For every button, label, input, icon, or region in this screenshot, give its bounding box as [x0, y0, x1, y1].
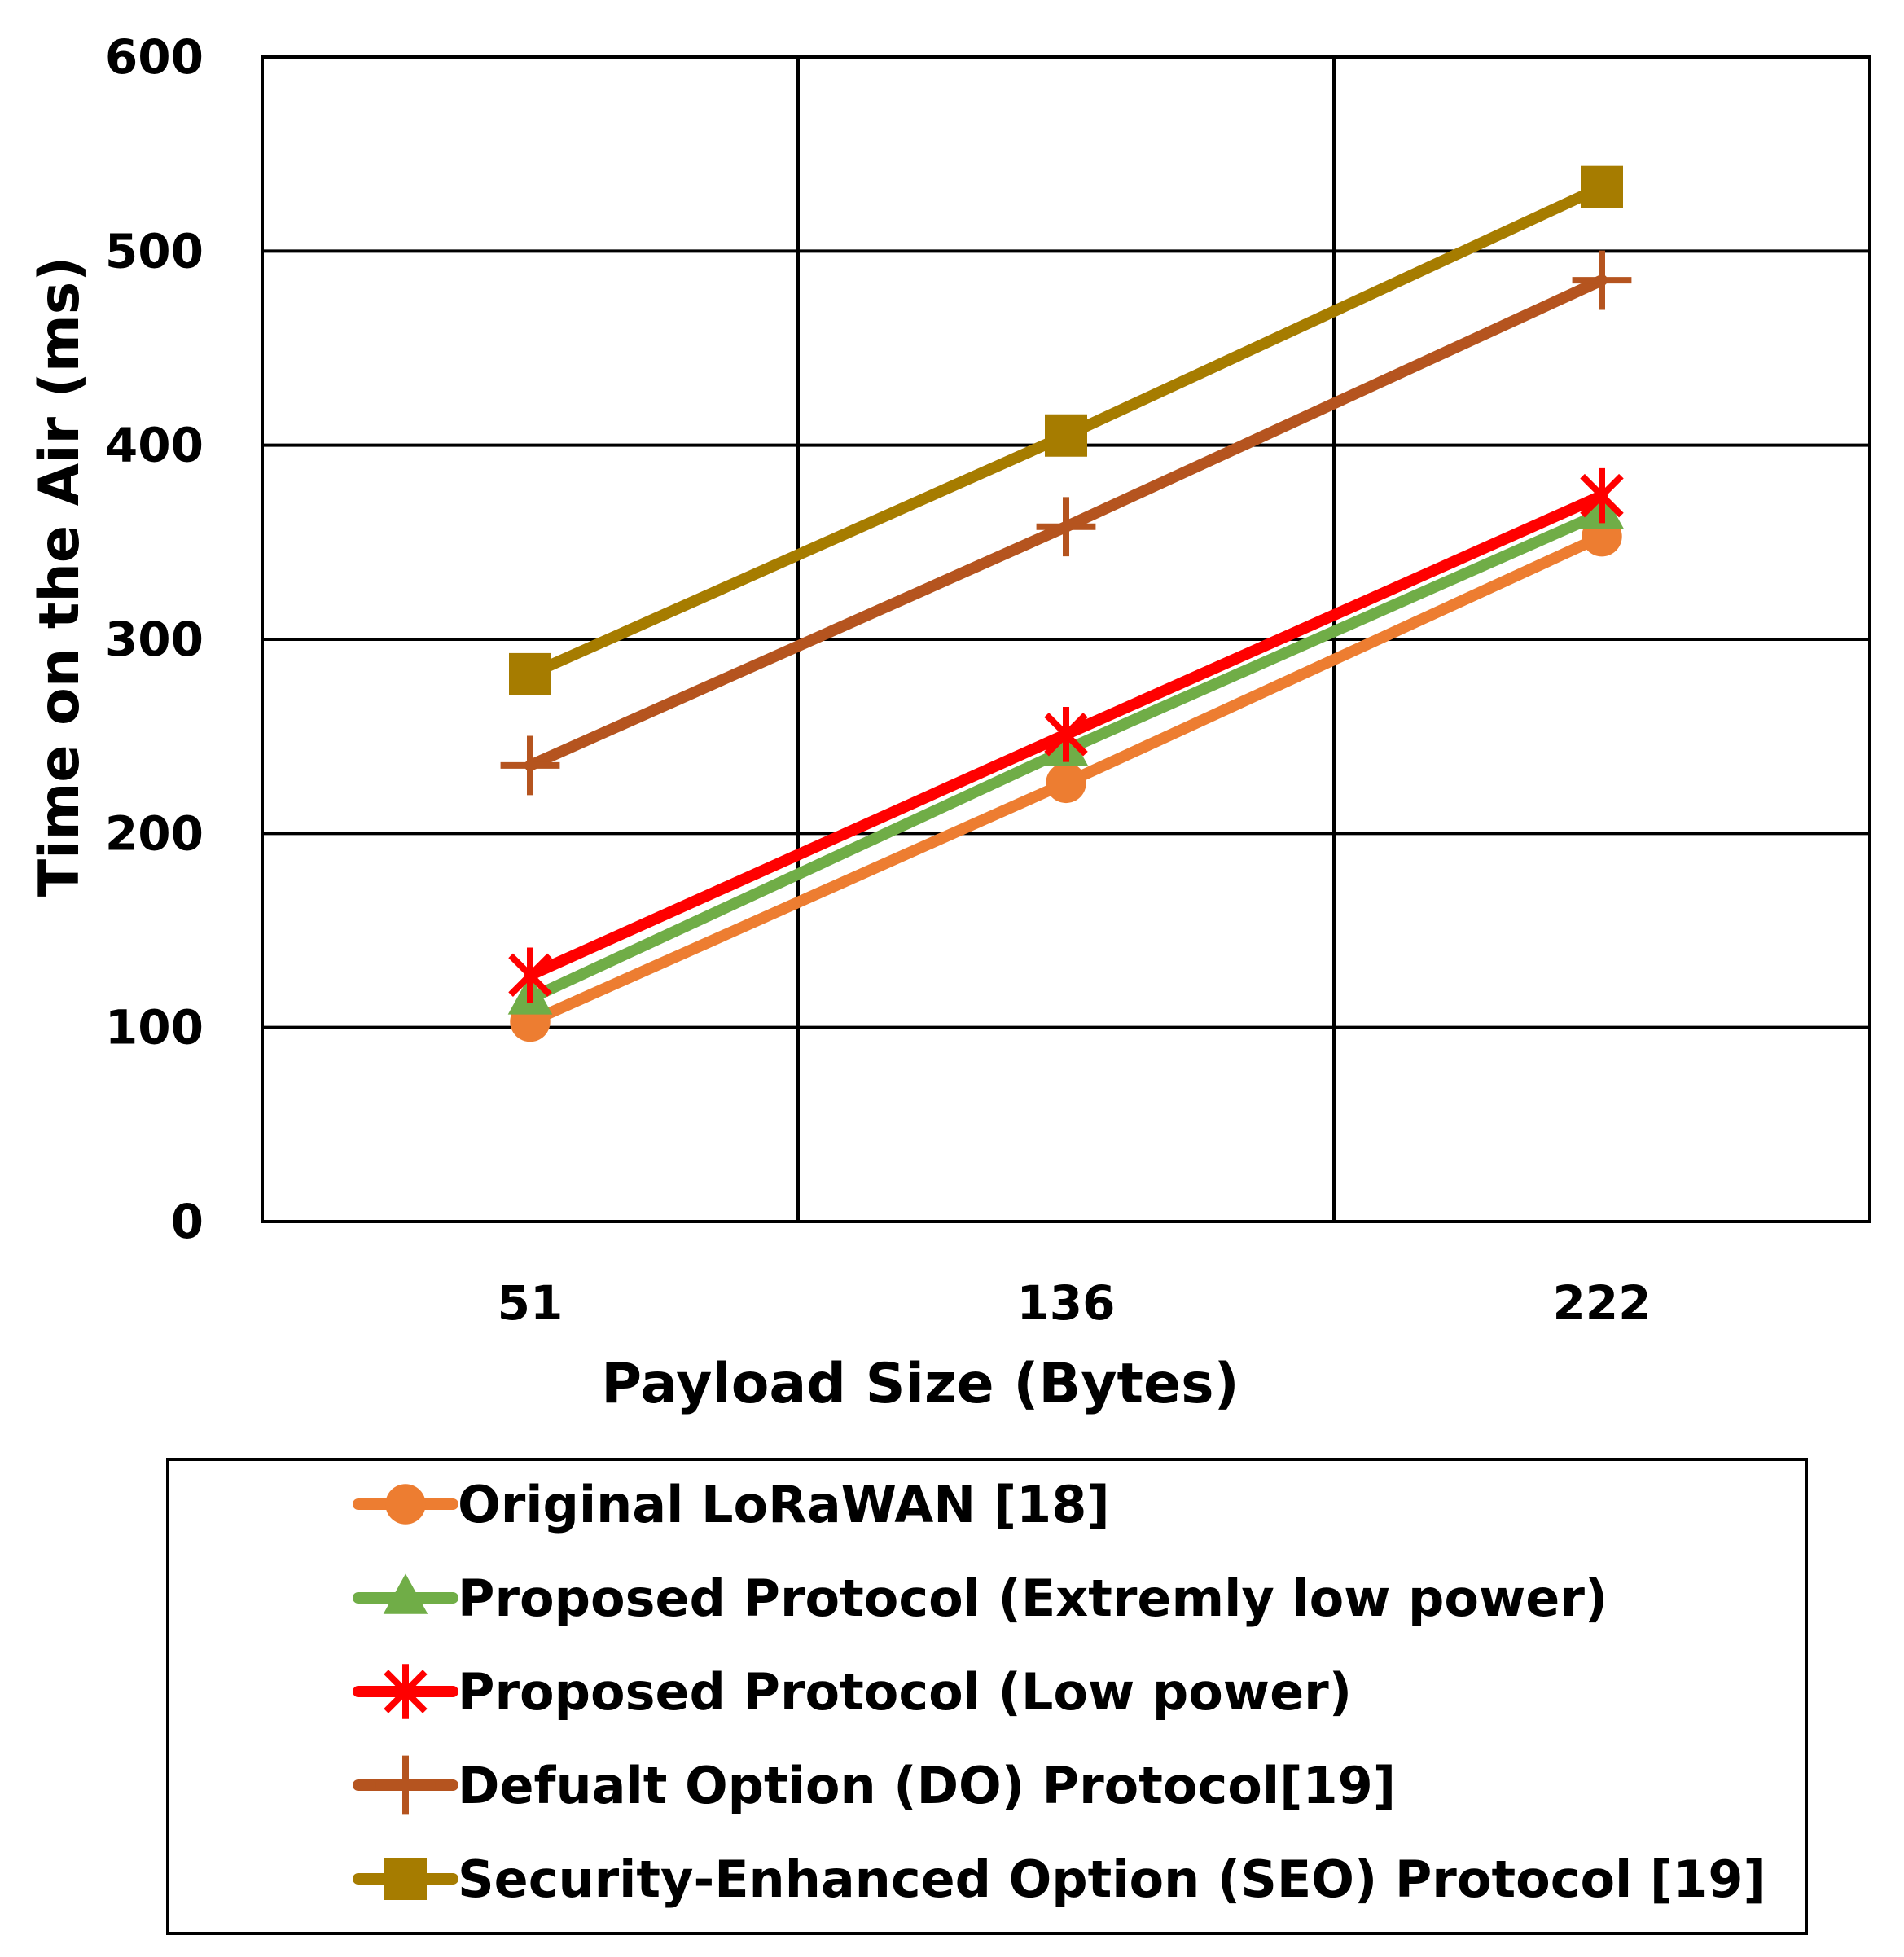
data-point	[1580, 467, 1624, 524]
legend-label: Proposed Protocol (Low power)	[458, 1662, 1352, 1722]
data-point	[1572, 250, 1632, 310]
grid	[261, 55, 1871, 1223]
series-2	[508, 467, 1624, 1003]
y-tick-label: 400	[105, 418, 204, 473]
y-axis-label: Time on the Air (ms)	[28, 257, 92, 897]
series-layer	[500, 165, 1632, 1042]
marker-square	[384, 1858, 427, 1900]
x-tick-label: 222	[1552, 1275, 1651, 1331]
x-axis-label: Payload Size (Bytes)	[601, 1352, 1239, 1416]
series-3	[500, 250, 1632, 796]
series-4	[509, 165, 1623, 695]
legend-marker	[375, 1755, 436, 1815]
legend: Original LoRaWAN [18] Proposed Protocol (…	[166, 1458, 1808, 1935]
legend-items: Original LoRaWAN [18] Proposed Protocol (…	[353, 1475, 1766, 1909]
y-tick-label: 200	[105, 805, 204, 861]
legend-label: Security-Enhanced Option (SEO) Protocol …	[458, 1849, 1766, 1909]
marker-circle	[1046, 762, 1086, 804]
data-point	[500, 735, 560, 796]
marker-square	[1045, 414, 1087, 457]
legend-item-1: Proposed Protocol (Extremly low power)	[353, 1569, 1608, 1628]
plot-area-border	[261, 55, 1871, 1223]
data-point	[509, 652, 551, 695]
legend-label: Proposed Protocol (Extremly low power)	[458, 1569, 1608, 1628]
legend-marker	[385, 1484, 426, 1525]
data-point	[1045, 414, 1087, 457]
legend-label: Defualt Option (DO) Protocol[19]	[458, 1756, 1396, 1815]
y-tick-label: 600	[105, 29, 204, 85]
y-tick-label: 500	[105, 223, 204, 279]
legend-item-3: Defualt Option (DO) Protocol[19]	[353, 1755, 1396, 1815]
y-axis-ticks: 0 100 200 300 400 500 600	[105, 29, 204, 1249]
x-tick-label: 136	[1016, 1275, 1115, 1331]
data-point	[1036, 497, 1096, 557]
y-tick-label: 0	[171, 1194, 204, 1249]
legend-marker	[383, 1573, 428, 1614]
y-tick-label: 300	[105, 612, 204, 667]
x-tick-label: 51	[498, 1275, 564, 1331]
series-0	[510, 516, 1622, 1042]
legend-item-4: Security-Enhanced Option (SEO) Protocol …	[353, 1849, 1766, 1909]
legend-marker	[384, 1858, 427, 1900]
marker-circle	[385, 1484, 426, 1525]
legend-marker	[384, 1664, 428, 1719]
legend-item-0: Original LoRaWAN [18]	[353, 1475, 1110, 1534]
marker-square	[509, 652, 551, 695]
data-point	[1044, 706, 1088, 762]
data-point	[1046, 762, 1086, 804]
y-tick-label: 100	[105, 1000, 204, 1055]
x-axis-ticks: 51 136 222	[498, 1275, 1652, 1331]
marker-triangle	[383, 1573, 428, 1614]
legend-label: Original LoRaWAN [18]	[458, 1475, 1110, 1534]
data-point	[1581, 165, 1623, 208]
marker-square	[1581, 165, 1623, 208]
data-point	[508, 947, 552, 1003]
legend-item-2: Proposed Protocol (Low power)	[353, 1662, 1352, 1722]
